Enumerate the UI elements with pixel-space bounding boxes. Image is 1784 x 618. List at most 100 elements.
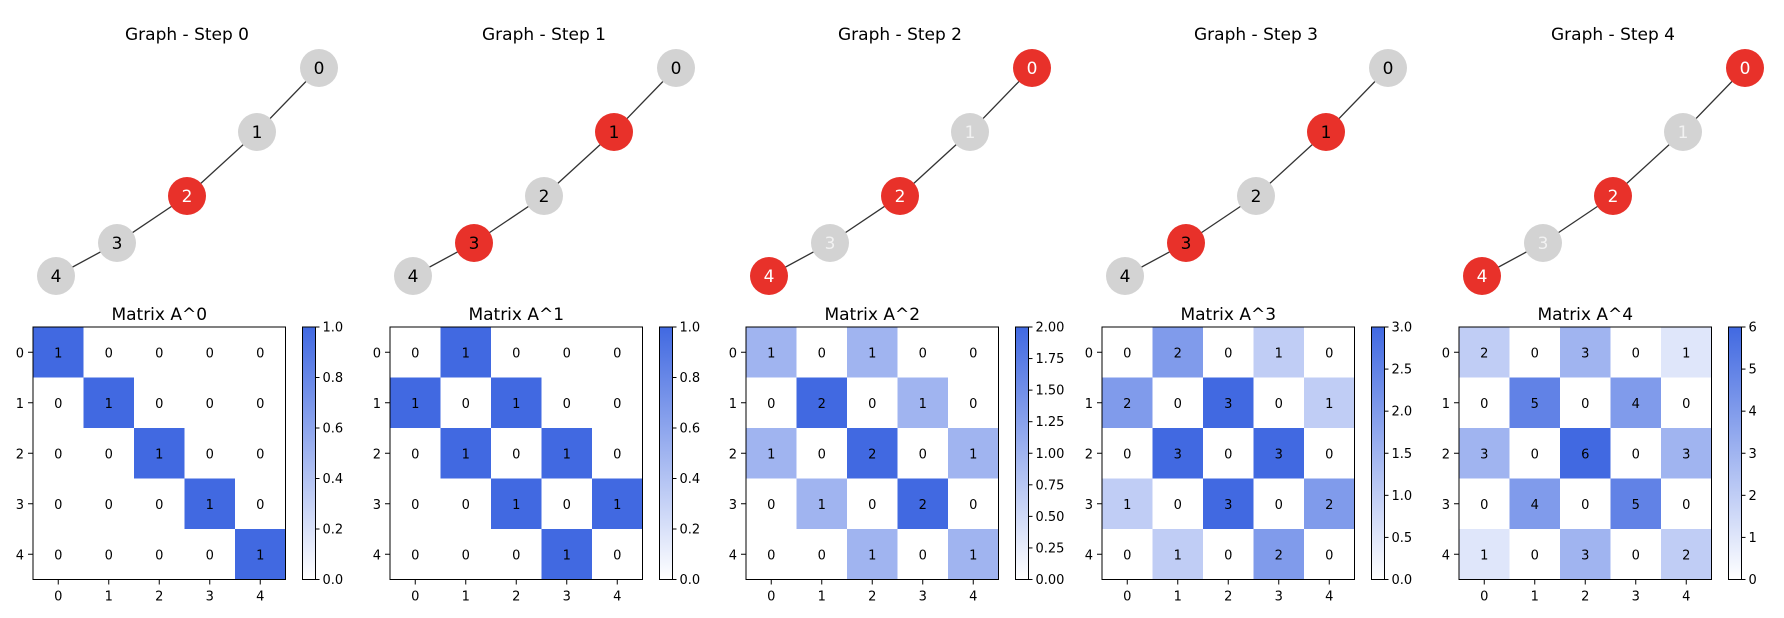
- graph-node-label: 0: [1740, 59, 1751, 79]
- x-tick-label: 1: [818, 590, 826, 605]
- y-tick-label: 4: [729, 548, 737, 563]
- y-tick-label: 2: [1085, 447, 1093, 462]
- matrix-cell: [541, 529, 593, 580]
- x-tick-label: 1: [1174, 590, 1182, 605]
- colorbar: [1015, 326, 1029, 580]
- graph-node: [238, 113, 276, 151]
- matrix-cell-value: 0: [969, 397, 977, 412]
- matrix-cell-value: 0: [767, 498, 775, 513]
- matrix-cell: [796, 478, 848, 530]
- matrix-cell: [746, 428, 797, 479]
- matrix-cell: [134, 428, 185, 479]
- y-tick-label: 4: [1442, 548, 1450, 563]
- matrix-cell-value: 1: [818, 498, 826, 513]
- graph-node: [394, 257, 432, 295]
- matrix-cell: [746, 529, 797, 580]
- matrix-cell-value: 0: [462, 397, 470, 412]
- matrix-cell: [134, 529, 185, 580]
- matrix-cell: [491, 377, 542, 429]
- matrix-cell-value: 0: [206, 346, 214, 361]
- matrix-cell-value: 0: [868, 397, 876, 412]
- matrix-cell-value: 0: [1224, 548, 1232, 563]
- matrix-cell: [796, 529, 848, 580]
- matrix-cell-value: 0: [54, 397, 62, 412]
- matrix-cell: [440, 428, 492, 479]
- matrix-cell-value: 1: [155, 447, 163, 462]
- matrix-cell-value: 0: [1123, 346, 1131, 361]
- matrix-cell-value: 0: [1531, 548, 1539, 563]
- matrix-cell-value: 0: [155, 548, 163, 563]
- matrix-cell: [134, 478, 185, 530]
- matrix-cell: [491, 428, 542, 479]
- matrix-cell: [1203, 428, 1254, 479]
- matrix-cell: [83, 529, 135, 580]
- graph-node-label: 1: [609, 123, 620, 143]
- matrix-cell: [33, 428, 84, 479]
- matrix-cell-value: 0: [1325, 346, 1333, 361]
- matrix-cell: [390, 478, 441, 530]
- y-tick-label: 3: [373, 498, 381, 513]
- matrix-cell-value: 0: [206, 548, 214, 563]
- matrix-cell-value: 1: [105, 397, 113, 412]
- matrix-cell-value: 0: [563, 346, 571, 361]
- matrix-cell-value: 0: [563, 397, 571, 412]
- matrix-cell: [847, 428, 898, 479]
- graph-panel-2: Graph - Step 2 0 1 2 3 4: [750, 25, 1051, 295]
- matrix-cell-value: 0: [155, 346, 163, 361]
- graph-node: [595, 113, 633, 151]
- matrix-cell: [592, 428, 643, 479]
- matrix-cell-value: 2: [1275, 548, 1283, 563]
- matrix-title: Matrix A^4: [1537, 305, 1633, 325]
- graph-node-label: 4: [51, 267, 62, 287]
- graph-node-label: 2: [539, 187, 550, 207]
- matrix-cell-value: 0: [1174, 397, 1182, 412]
- graph-title: Graph - Step 2: [838, 25, 962, 45]
- matrix-cell-value: 0: [512, 346, 520, 361]
- matrix-cell: [1661, 428, 1712, 479]
- matrix-cell-value: 0: [155, 397, 163, 412]
- matrix-cell-value: 0: [411, 346, 419, 361]
- graph-title: Graph - Step 4: [1551, 25, 1675, 45]
- matrix-cell: [1152, 478, 1204, 530]
- graph-panel-3: Graph - Step 3 0 1 2 3 4: [1106, 25, 1407, 295]
- matrix-cell: [390, 428, 441, 479]
- colorbar-tick-label: 2.5: [1392, 363, 1413, 378]
- x-tick-label: 2: [868, 590, 876, 605]
- matrix-cell-value: 2: [1174, 346, 1182, 361]
- matrix-title: Matrix A^3: [1180, 305, 1276, 325]
- matrix-cell: [948, 529, 999, 580]
- matrix-cell-value: 0: [105, 447, 113, 462]
- matrix-cell: [83, 327, 135, 378]
- matrix-cell-value: 0: [1480, 397, 1488, 412]
- matrix-cell-value: 1: [206, 498, 214, 513]
- x-tick-label: 4: [969, 590, 977, 605]
- graph-node-label: 0: [671, 59, 682, 79]
- matrix-cell-value: 0: [105, 498, 113, 513]
- x-tick-label: 1: [105, 590, 113, 605]
- matrix-cell: [796, 428, 848, 479]
- matrix-cell-value: 1: [919, 397, 927, 412]
- colorbar-tick-label: 0.4: [323, 472, 344, 487]
- matrix-cell-value: 3: [1581, 548, 1589, 563]
- matrix-cell-value: 0: [105, 346, 113, 361]
- graph-node-label: 0: [314, 59, 325, 79]
- x-tick-label: 2: [1581, 590, 1589, 605]
- graph-node: [1726, 49, 1764, 87]
- matrix-cell: [184, 428, 236, 479]
- x-tick-label: 0: [767, 590, 775, 605]
- matrix-cell: [1203, 478, 1254, 530]
- y-tick-label: 4: [1085, 548, 1093, 563]
- graph-node-label: 1: [252, 123, 263, 143]
- matrix-cell: [541, 377, 593, 429]
- matrix-cell: [1253, 377, 1305, 429]
- colorbar-tick-label: 4: [1749, 405, 1757, 420]
- y-tick-label: 1: [729, 397, 737, 412]
- matrix-cell: [592, 529, 643, 580]
- matrix-cell-value: 3: [1224, 397, 1232, 412]
- matrix-cell: [1152, 377, 1204, 429]
- matrix-cell: [1610, 377, 1662, 429]
- matrix-cell-value: 1: [563, 447, 571, 462]
- matrix-cell: [1304, 428, 1355, 479]
- matrix-cell: [83, 428, 135, 479]
- matrix-cell: [948, 377, 999, 429]
